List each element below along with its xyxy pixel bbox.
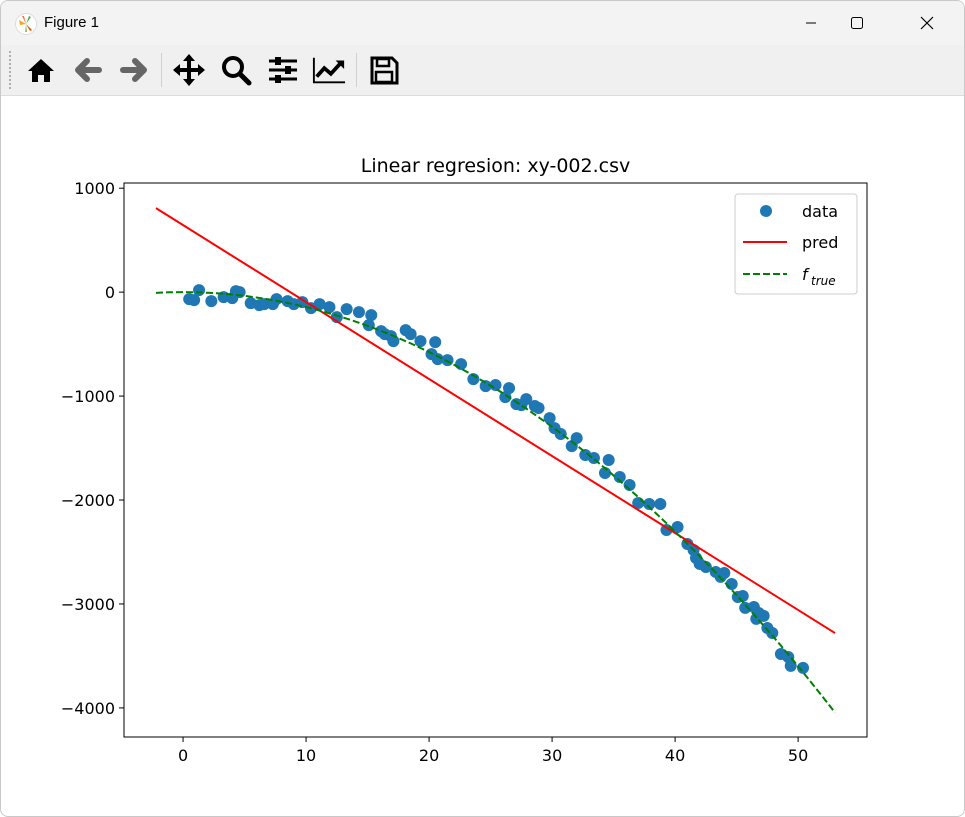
data-point [193, 284, 206, 297]
back-button[interactable] [71, 53, 105, 87]
magnifier-icon [222, 56, 252, 86]
home-icon [28, 59, 54, 82]
data-point [233, 286, 246, 299]
sliders-icon [269, 57, 297, 83]
x-tick-label: 50 [788, 746, 808, 765]
data-point [205, 295, 218, 308]
minimize-button[interactable] [788, 1, 834, 45]
navigation-toolbar [1, 45, 964, 96]
data-point [736, 589, 749, 602]
data-point [766, 626, 779, 639]
legend-label-f: f [802, 265, 810, 284]
legend-box [734, 193, 858, 295]
window-title: Figure 1 [44, 14, 100, 31]
data-point [414, 335, 427, 348]
data-point [431, 353, 444, 366]
minimize-icon [806, 22, 816, 24]
figure-canvas[interactable]: 0 10 20 30 40 50 1000 0 −1000 −2000 −3000 −4000 Line… [1, 96, 964, 816]
configure-subplots-button[interactable] [266, 53, 300, 87]
y-tick-label: −1000 [61, 387, 115, 406]
toolbar-grip[interactable] [9, 51, 13, 89]
arrow-left-icon [75, 58, 102, 82]
data-point [570, 432, 583, 445]
data-point [613, 471, 626, 484]
toolbar-separator [356, 53, 357, 87]
move-icon [173, 54, 205, 86]
maximize-button[interactable] [834, 1, 880, 45]
data-point [313, 298, 326, 311]
home-button[interactable] [24, 53, 58, 87]
data-point [365, 309, 378, 322]
save-button[interactable] [367, 53, 401, 87]
edit-axis-button[interactable] [312, 53, 346, 87]
data-point [718, 566, 731, 579]
legend-label-pred: pred [802, 233, 838, 252]
data-point [503, 382, 516, 395]
x-tick-label: 0 [178, 746, 188, 765]
data-point [323, 301, 336, 314]
legend-data-marker [760, 205, 772, 217]
data-point [757, 609, 770, 622]
x-tick-label: 10 [296, 746, 316, 765]
x-tick-label: 40 [665, 746, 685, 765]
legend-label-data: data [802, 202, 838, 221]
pan-button[interactable] [172, 53, 206, 87]
f-true-line [155, 291, 836, 714]
data-point [643, 497, 656, 510]
data-point [499, 391, 512, 404]
y-tick-label: 1000 [74, 179, 115, 198]
data-point [598, 466, 611, 479]
forward-button[interactable] [117, 53, 151, 87]
data-point [699, 560, 712, 573]
maximize-icon [851, 17, 863, 29]
data-point [455, 358, 468, 371]
close-icon [920, 16, 934, 30]
data-point [543, 412, 556, 425]
axes-frame [123, 182, 868, 738]
chart-title: Linear regresion: xy-002.csv [361, 155, 631, 177]
data-point [429, 336, 442, 349]
data-point [489, 379, 502, 392]
y-tick-label: −3000 [61, 595, 115, 614]
floppy-disk-icon [370, 56, 399, 85]
data-point [258, 298, 271, 311]
y-tick-label: −4000 [61, 699, 115, 718]
x-tick-label: 20 [419, 746, 439, 765]
toolbar-separator [161, 53, 162, 87]
y-tick-label: 0 [105, 283, 115, 302]
data-point [404, 328, 417, 341]
data-point [479, 380, 492, 393]
zoom-button[interactable] [219, 53, 253, 87]
pred-line [155, 207, 836, 634]
data-point [784, 659, 797, 672]
line-chart-icon [312, 57, 346, 84]
data-point [532, 402, 545, 415]
title-bar[interactable]: Figure 1 [1, 1, 964, 45]
legend-label-subscript: true [811, 274, 836, 288]
close-button[interactable] [904, 1, 950, 45]
data-point [797, 661, 810, 674]
data-point [441, 354, 454, 367]
data-point [340, 303, 353, 316]
data-point [602, 454, 615, 466]
arrow-right-icon [120, 58, 147, 82]
x-tick-label: 30 [542, 746, 562, 765]
data-point [654, 497, 667, 510]
y-tick-label: −2000 [61, 491, 115, 510]
data-point [188, 294, 201, 307]
data-point [520, 393, 533, 406]
matplotlib-logo-icon [15, 13, 37, 35]
data-point [352, 306, 365, 319]
